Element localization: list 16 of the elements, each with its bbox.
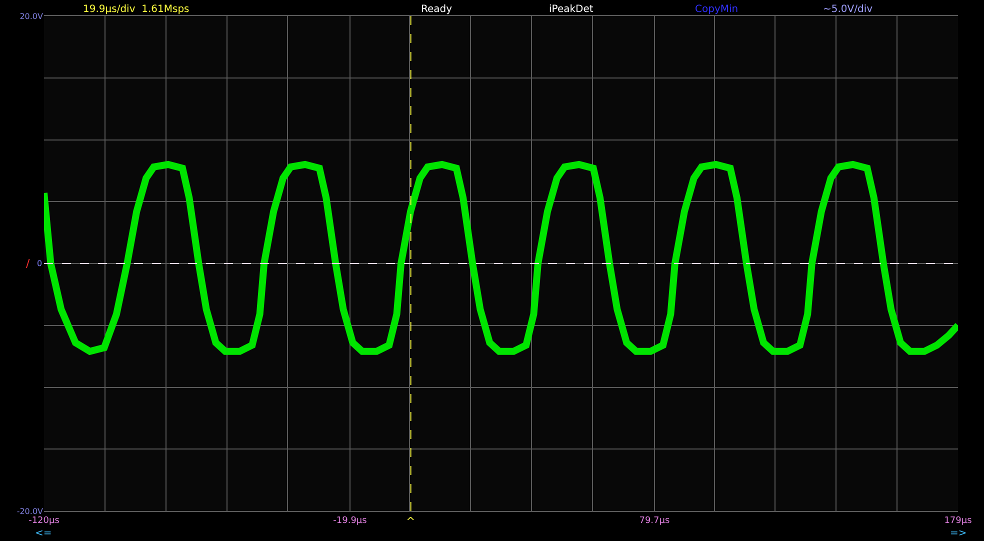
x-tick-label: 79.7µs: [639, 516, 670, 526]
text: CopyMin: [695, 4, 738, 15]
x-tick-label: -19.9µs: [333, 516, 368, 526]
ref-line-label: ^: [406, 515, 416, 528]
text: ~5.0V/div: [823, 4, 873, 15]
text: Ready: [421, 4, 452, 15]
y-tick-label: -20.0V: [16, 506, 44, 516]
text: /: [26, 257, 30, 270]
text: <=: [35, 528, 52, 539]
ref-line-label: 0: [37, 259, 42, 268]
x-tick-label: 179µs: [944, 516, 972, 526]
text: iPeakDet: [549, 4, 594, 15]
y-tick-label: 20.0V: [20, 12, 44, 21]
text: 19.9µs/div 1.61Msps: [83, 4, 190, 15]
x-tick-label: -120µs: [28, 516, 60, 526]
text: =>: [950, 528, 967, 539]
